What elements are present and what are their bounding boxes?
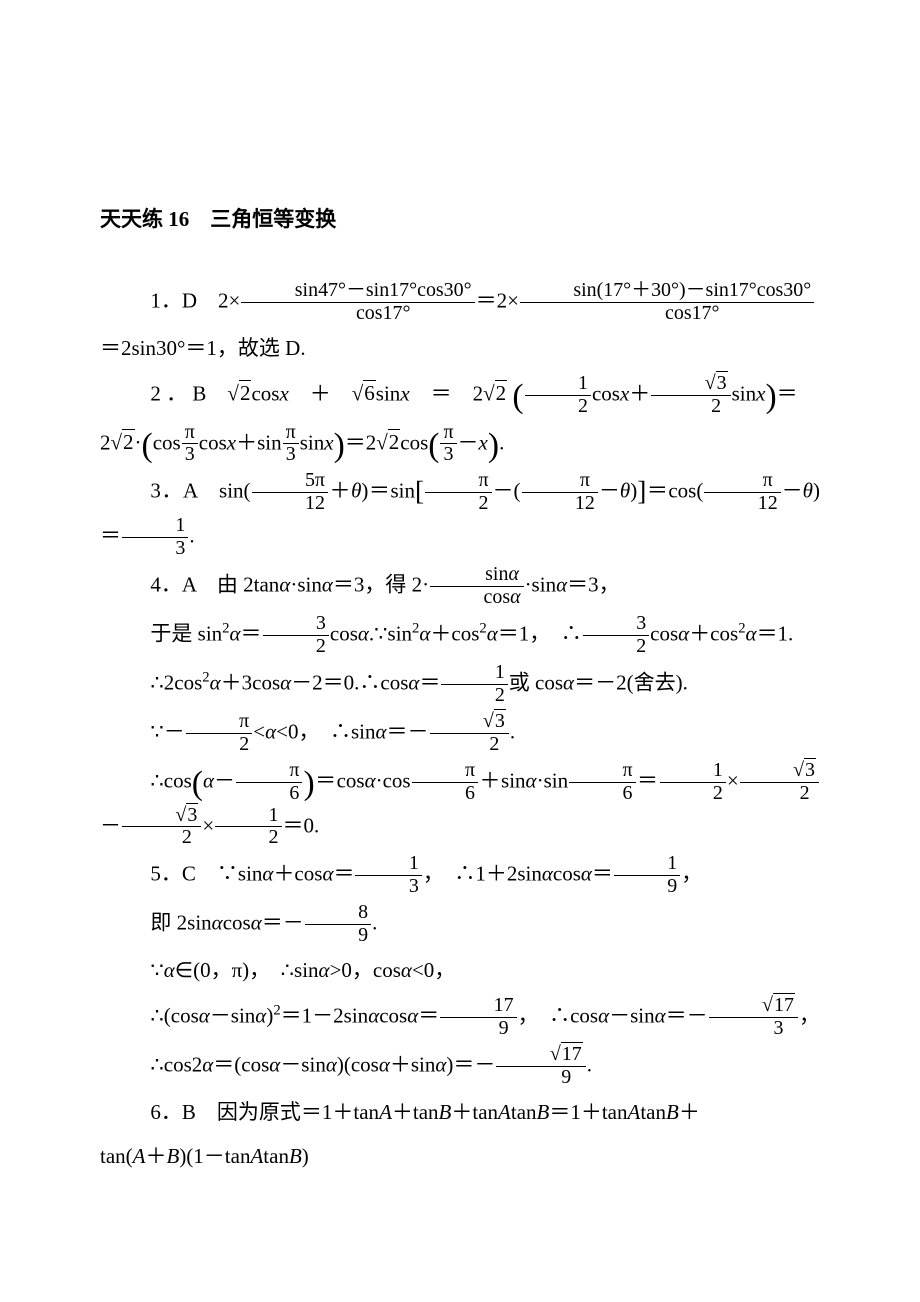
problem-2-line1: 2 ． B √2cosx ＋ √6sinx ＝ 2√2 (12cosx＋√32s… [100, 373, 820, 418]
problem-4-line4: ∵－π2<α<0， ∴sinα＝－√32. [100, 711, 820, 756]
problem-4-line5: ∴cos(α－π6)＝cosα·cosπ6＋sinα·sinπ6＝12×√32－… [100, 760, 820, 850]
problem-5-line2: 即 2sinαcosα＝－89. [100, 902, 820, 947]
problem-4-line3: ∴2cos2α＋3cosα－2＝0.∴cosα＝12或 cosα＝－2(舍去). [100, 662, 820, 707]
problem-6-line1: 6．B 因为原式＝1＋tanA＋tanB＋tanAtanB＝1＋tanAtanB… [100, 1093, 820, 1133]
problem-1-line2: ＝2sin30°＝1，故选 D. [100, 329, 820, 369]
problem-5-line4: ∴(cosα－sinα)2＝1－2sinαcosα＝179， ∴cosα－sin… [100, 995, 820, 1040]
problem-2-line2: 2√2·(cosπ3cosx＋sinπ3sinx)＝2√2cos(π3－x). [100, 422, 820, 467]
frac: sin47°－sin17°cos30°cos17° [241, 280, 474, 325]
problem-6-line2: tan(A＋B)(1－tanAtanB) [100, 1137, 820, 1177]
problem-3: 3．A sin(5π12＋θ)＝sin[π2－(π12－θ)]＝cos(π12－… [100, 470, 820, 560]
problem-1-line1: 1．D 2×sin47°－sin17°cos30°cos17°＝2×sin(17… [100, 280, 820, 325]
problem-5-line5: ∴cos2α＝(cosα－sinα)(cosα＋sinα)＝－√179. [100, 1044, 820, 1089]
problem-4-line1: 4．A 由 2tanα·sinα＝3，得 2·sinαcosα·sinα＝3， [100, 564, 820, 609]
page: 天天练 16 三角恒等变换 1．D 2×sin47°－sin17°cos30°c… [0, 0, 920, 1302]
problem-5-line3: ∵α∈(0，π)， ∴sinα>0，cosα<0， [100, 951, 820, 991]
page-title: 天天练 16 三角恒等变换 [100, 200, 820, 240]
pnum: 1．D 2× [150, 288, 240, 312]
problem-5-line1: 5．C ∵sinα＋cosα＝13， ∴1＋2sinαcosα＝19， [100, 853, 820, 898]
problem-4-line2: 于是 sin2α＝32cosα.∵sin2α＋cos2α＝1， ∴32cosα＋… [100, 613, 820, 658]
frac: sin(17°＋30°)－sin17°cos30°cos17° [520, 280, 814, 325]
